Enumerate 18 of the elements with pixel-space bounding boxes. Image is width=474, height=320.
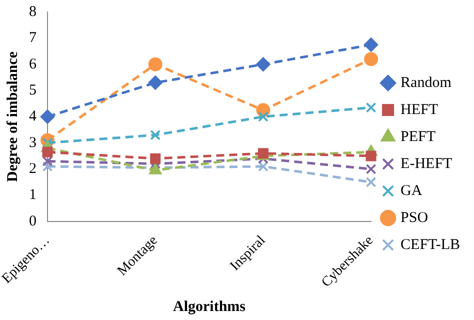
y-tick-label: 3: [29, 134, 36, 151]
legend-label: Random: [400, 74, 452, 91]
y-tick-label: 6: [29, 56, 37, 72]
y-tick-label: 4: [29, 108, 37, 125]
y-tick-label: 5: [29, 82, 36, 98]
y-tick-label: 7: [29, 30, 37, 46]
legend-label: CEFT-LB: [400, 236, 460, 253]
x-axis-title: Algorithms: [173, 298, 246, 315]
legend-label: HEFT: [400, 102, 438, 118]
legend-label: GA: [400, 182, 422, 199]
legend-label: PEFT: [400, 128, 436, 145]
legend-label: PSO: [400, 210, 428, 226]
y-axis-title: Degree of imbalance: [4, 51, 21, 182]
y-tick-label: 8: [29, 4, 36, 20]
y-tick-label: 0: [29, 213, 36, 230]
y-tick-label: 1: [29, 187, 36, 204]
legend-label: E-HEFT: [400, 156, 452, 172]
y-tick-label: 2: [29, 160, 36, 177]
